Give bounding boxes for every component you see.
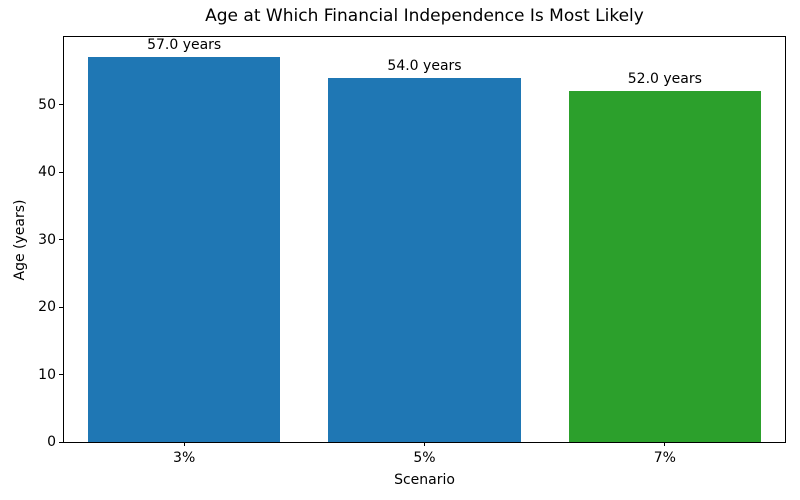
- y-tick-mark: [59, 104, 63, 105]
- y-tick-label: 10: [38, 366, 56, 383]
- y-tick-label: 20: [38, 299, 56, 315]
- bar-7%: [568, 91, 761, 442]
- bar-value-label: 57.0 years: [147, 37, 222, 54]
- y-tick-mark: [59, 441, 63, 443]
- bar-value-label: 54.0 years: [387, 57, 462, 74]
- x-tick-label: 7%: [653, 450, 676, 466]
- x-tick-mark: [664, 442, 666, 446]
- plot-area: 0 10 20 30 40 50 57.0 years 3% 54.0 years 5% 52.0 …: [38, 36, 786, 466]
- y-tick-mark: [59, 171, 63, 173]
- x-tick-label: 5%: [413, 450, 436, 466]
- bar-3%: [88, 57, 281, 442]
- bar-5%: [328, 77, 521, 442]
- x-tick-label: 3%: [173, 450, 196, 466]
- y-tick-label: 50: [38, 96, 56, 113]
- y-tick-label: 30: [38, 231, 56, 248]
- y-tick-label: 0: [47, 434, 56, 450]
- bar-value-label: 52.0 years: [627, 71, 702, 87]
- y-tick-mark: [59, 239, 63, 240]
- x-tick-mark: [183, 442, 185, 446]
- x-tick-mark: [424, 442, 425, 446]
- y-tick-mark: [59, 374, 63, 375]
- x-axis-label: Scenario: [394, 472, 455, 488]
- chart-title: Age at Which Financial Independence Is M…: [205, 6, 644, 26]
- y-tick-label: 40: [38, 164, 56, 180]
- y-tick-mark: [59, 306, 63, 308]
- y-axis-label: Age (years): [12, 199, 28, 281]
